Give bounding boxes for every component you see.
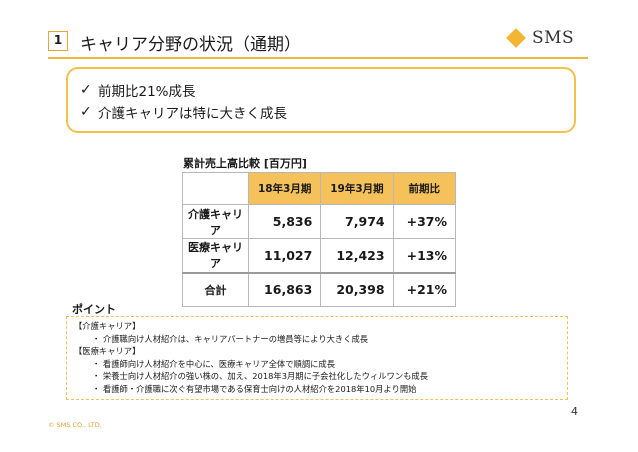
- check-icon: ✓: [80, 104, 92, 120]
- highlight-item: ✓ 前期比21%成長: [80, 79, 574, 101]
- table-caption: 累計売上高比較 [百万円]: [183, 157, 307, 170]
- points-section-heading: 【医療キャリア】: [74, 346, 141, 356]
- row-label: 介護キャリア: [182, 204, 249, 239]
- copyright-text: © SMS CO., LTD.: [48, 421, 102, 429]
- cell-yoy: +13%: [392, 238, 457, 273]
- column-header: 前期比: [392, 172, 457, 205]
- cell-yoy: +21%: [392, 271, 457, 307]
- points-item: ・ 栄養士向け人材紹介の強い株の、加え、2018年3月期に子会社化したウィルワン…: [92, 371, 429, 381]
- header-blank-cell: [182, 172, 249, 205]
- table-row: 医療キャリア 11,027 12,423 +13%: [182, 238, 457, 273]
- cell-fy18: 16,863: [247, 271, 322, 307]
- highlight-text: 介護キャリアは特に大きく成長: [98, 106, 287, 122]
- column-header: 18年3月期: [247, 172, 322, 205]
- points-item: ・ 看護師・介護職に次ぐ有望市場である保育士向けの人材紹介を2018年10月より…: [92, 383, 417, 394]
- highlights-box: ✓ 前期比21%成長 ✓ 介護キャリアは特に大きく成長: [66, 67, 576, 133]
- points-item: ・ 看護師向け人材紹介を中心に、医療キャリア全体で順調に成長: [92, 358, 336, 369]
- page-title: キャリア分野の状況（通期）: [80, 35, 301, 55]
- logo-diamond-icon: [506, 28, 526, 48]
- table-header-row: 18年3月期 19年3月期 前期比: [182, 172, 457, 205]
- row-label: 医療キャリア: [182, 238, 249, 273]
- points-section-heading: 【介護キャリア】: [74, 321, 141, 331]
- points-box: 【介護キャリア】 ・ 介護職向け人材紹介は、キャリアパートナーの増員等により大き…: [66, 316, 568, 400]
- check-icon: ✓: [80, 82, 92, 98]
- cell-fy19: 20,398: [320, 271, 394, 307]
- table-row: 介護キャリア 5,836 7,974 +37%: [182, 204, 457, 239]
- column-header: 19年3月期: [320, 172, 394, 205]
- points-item: ・ 介護職向け人材紹介は、キャリアパートナーの増員等により大きく成長: [92, 333, 369, 344]
- page-number: 4: [571, 405, 578, 418]
- cell-fy18: 5,836: [247, 204, 322, 239]
- sales-comparison-table: 18年3月期 19年3月期 前期比 介護キャリア 5,836 7,974 +37…: [182, 172, 457, 307]
- table-total-row: 合計 16,863 20,398 +21%: [182, 271, 457, 307]
- slide-number-badge: 1: [48, 31, 68, 51]
- company-logo: SMS: [506, 28, 575, 48]
- row-label: 合計: [182, 271, 249, 307]
- points-label: ポイント: [72, 303, 116, 316]
- highlight-text: 前期比21%成長: [98, 84, 196, 100]
- cell-yoy: +37%: [392, 204, 457, 239]
- title-divider: [48, 57, 588, 59]
- cell-fy19: 12,423: [320, 238, 394, 273]
- logo-text: SMS: [532, 28, 575, 48]
- cell-fy18: 11,027: [247, 238, 322, 273]
- cell-fy19: 7,974: [320, 204, 394, 239]
- highlight-item: ✓ 介護キャリアは特に大きく成長: [80, 101, 574, 123]
